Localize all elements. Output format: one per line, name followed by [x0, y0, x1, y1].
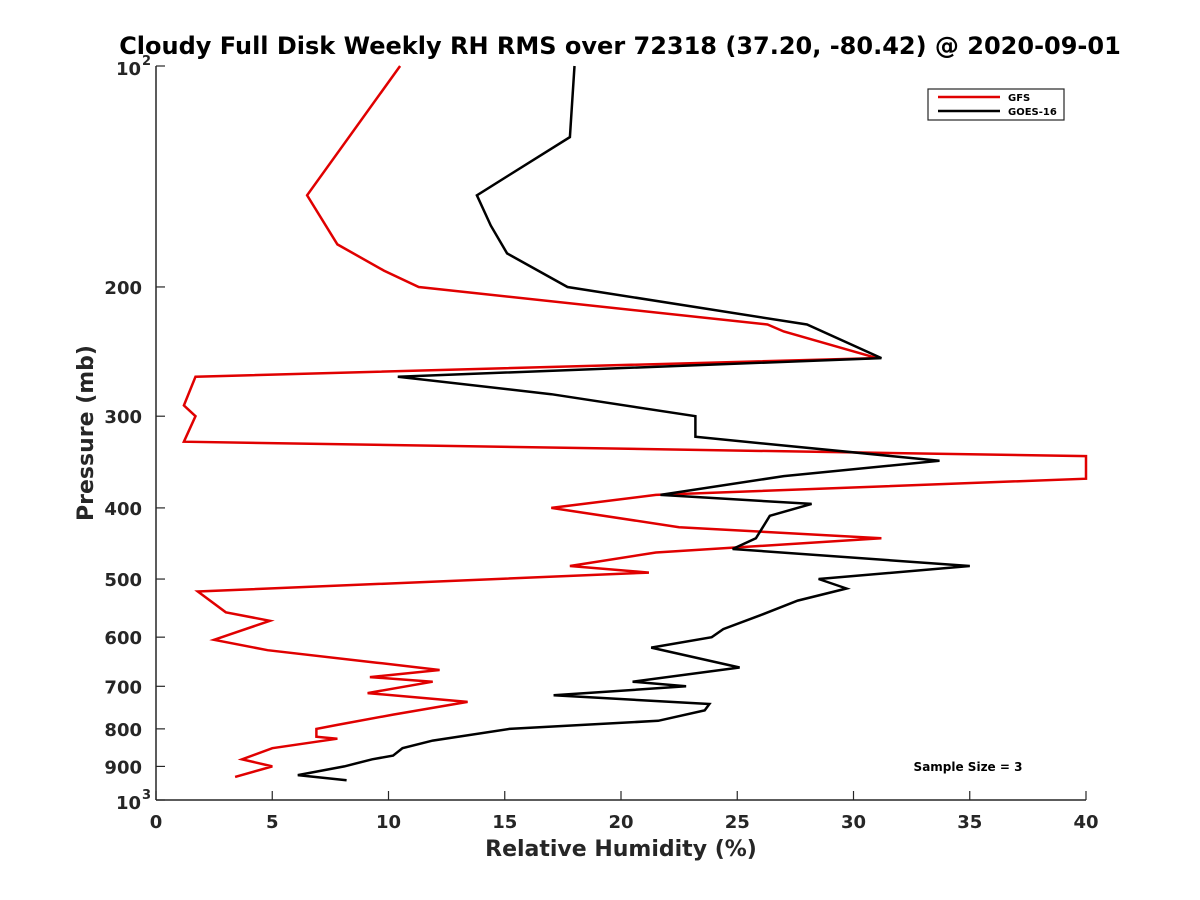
x-tick-label: 35: [957, 812, 982, 833]
y-tick-label: 10: [116, 59, 141, 80]
y-tick-label: 300: [104, 407, 142, 428]
y-tick-label: 500: [104, 570, 142, 591]
y-tick-exponent: 3: [142, 788, 151, 803]
chart-title: Cloudy Full Disk Weekly RH RMS over 7231…: [119, 32, 1121, 60]
y-tick-label: 200: [104, 278, 142, 299]
y-tick-label: 700: [104, 677, 142, 698]
sample-size-annotation: Sample Size = 3: [914, 760, 1023, 774]
plot-lines: [181, 65, 1088, 782]
y-tick-label: 400: [104, 499, 142, 520]
y-tick-exponent: 2: [142, 54, 151, 69]
x-tick-label: 10: [376, 812, 401, 833]
x-tick-label: 15: [492, 812, 517, 833]
legend-box: [927, 88, 1065, 121]
x-tick-label: 40: [1073, 812, 1098, 833]
x-tick-label: 20: [608, 812, 633, 833]
x-tick-label: 5: [266, 812, 279, 833]
x-axis-label: Relative Humidity (%): [485, 837, 757, 862]
y-tick-label: 600: [104, 628, 142, 649]
legend-label-goes16: GOES-16: [1008, 107, 1057, 118]
series-line-goes16: [297, 65, 970, 782]
x-tick-label: 0: [150, 812, 163, 833]
series-line-gfs: [181, 65, 1088, 779]
y-tick-label: 800: [104, 720, 142, 741]
y-tick-label: 10: [116, 793, 141, 814]
legend-label-gfs: GFS: [1008, 93, 1030, 104]
x-ticks: 0 5 10 15 20 25 30 35 40: [150, 791, 1099, 833]
x-tick-label: 25: [725, 812, 750, 833]
y-tick-label: 900: [104, 757, 142, 778]
legend: GFS GOES-16: [927, 88, 1065, 121]
x-tick-label: 30: [841, 812, 866, 833]
y-axis-label: Pressure (mb): [74, 345, 99, 521]
